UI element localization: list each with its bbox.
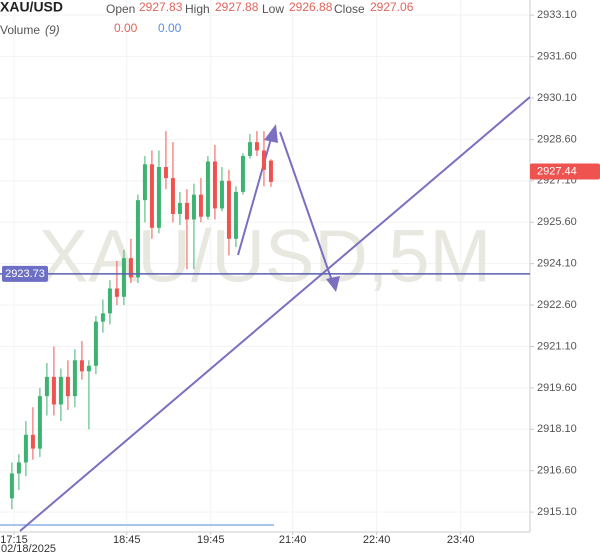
- candle-body: [44, 376, 49, 397]
- arrow-down[interactable]: [279, 131, 333, 282]
- open-value: 2927.83: [139, 0, 183, 14]
- y-tick-label: 2918.10: [537, 423, 577, 435]
- candle-body: [23, 434, 28, 463]
- candle-body: [135, 200, 140, 278]
- candle-body: [163, 167, 168, 179]
- candle-body: [268, 160, 273, 182]
- candle-body: [16, 462, 21, 474]
- y-tick-label: 2919.60: [537, 382, 577, 394]
- arrow-up[interactable]: [237, 134, 273, 256]
- x-tick-label: 22:40: [363, 534, 391, 546]
- candle-body: [51, 376, 56, 405]
- candle-body: [107, 288, 112, 314]
- candle-body: [261, 150, 266, 170]
- close-label: Close: [334, 2, 365, 16]
- candle-body: [219, 180, 224, 209]
- open-label: Open: [106, 2, 135, 16]
- candle-body: [86, 365, 91, 372]
- y-tick-label: 2915.10: [537, 506, 577, 518]
- candle-body: [142, 164, 147, 201]
- candle-body: [170, 178, 175, 214]
- candle-body: [177, 202, 182, 214]
- y-tick-label: 2930.10: [537, 92, 577, 104]
- candle-body: [128, 258, 133, 278]
- watermark: XAU/USD,5M: [39, 215, 491, 298]
- candle-body: [100, 313, 105, 322]
- x-tick-label: 23:40: [447, 534, 475, 546]
- y-tick-label: 2931.60: [537, 51, 577, 63]
- candle-body: [205, 161, 210, 217]
- candle-body: [247, 142, 252, 156]
- symbol: XAU/USD: [0, 0, 63, 15]
- volume-param: (9): [45, 23, 60, 37]
- candle-body: [121, 258, 126, 297]
- date-label: 02/18/2025: [1, 543, 56, 555]
- y-tick-label: 2925.60: [537, 216, 577, 228]
- y-tick-label: 2921.10: [537, 340, 577, 352]
- candle-body: [226, 180, 231, 239]
- high-label: High: [185, 2, 210, 16]
- trend-line[interactable]: [19, 96, 531, 532]
- x-tick-label: 17:15: [0, 534, 28, 546]
- candle-body: [156, 167, 161, 228]
- candle-body: [30, 434, 35, 449]
- y-tick-label: 2928.60: [537, 133, 577, 145]
- low-value: 2926.88: [289, 0, 333, 14]
- last-price-label: 2927.44: [537, 165, 577, 177]
- candle-body: [37, 396, 42, 449]
- y-tick-label: 2933.10: [537, 9, 577, 21]
- candle-body: [79, 360, 84, 372]
- last-price-box: [530, 163, 600, 180]
- candle-body: [9, 473, 14, 499]
- high-value: 2927.88: [215, 0, 259, 14]
- level-label-box: [2, 265, 48, 282]
- close-value: 2927.06: [370, 0, 414, 14]
- candle-body: [233, 191, 238, 239]
- volume-ma-value: 0.00: [158, 21, 182, 35]
- candle-body: [198, 194, 203, 217]
- candle-body: [93, 321, 98, 366]
- candle-body: [254, 142, 259, 151]
- x-tick-label: 19:45: [197, 534, 225, 546]
- arrow-head: [264, 124, 278, 143]
- candle-body: [72, 360, 77, 397]
- volume-label: Volume: [0, 23, 40, 37]
- candle-body: [191, 194, 196, 220]
- level-label: 2923.73: [5, 268, 45, 280]
- candle-body: [149, 164, 154, 228]
- y-tick-label: 2922.60: [537, 299, 577, 311]
- y-tick-label: 2916.60: [537, 465, 577, 477]
- low-label: Low: [262, 2, 284, 16]
- candle-body: [240, 155, 245, 192]
- candle-body: [58, 376, 63, 405]
- x-tick-label: 21:40: [279, 534, 307, 546]
- header: XAU/USD Open 2927.83 High 2927.88 Low 29…: [0, 0, 414, 37]
- candle-body: [65, 376, 70, 397]
- arrow-head: [326, 276, 340, 292]
- x-tick-label: 18:45: [113, 534, 141, 546]
- candle-body: [212, 161, 217, 209]
- y-tick-label: 2924.10: [537, 258, 577, 270]
- candle-body: [114, 288, 119, 297]
- volume-value: 0.00: [114, 21, 138, 35]
- candle-body: [184, 202, 189, 220]
